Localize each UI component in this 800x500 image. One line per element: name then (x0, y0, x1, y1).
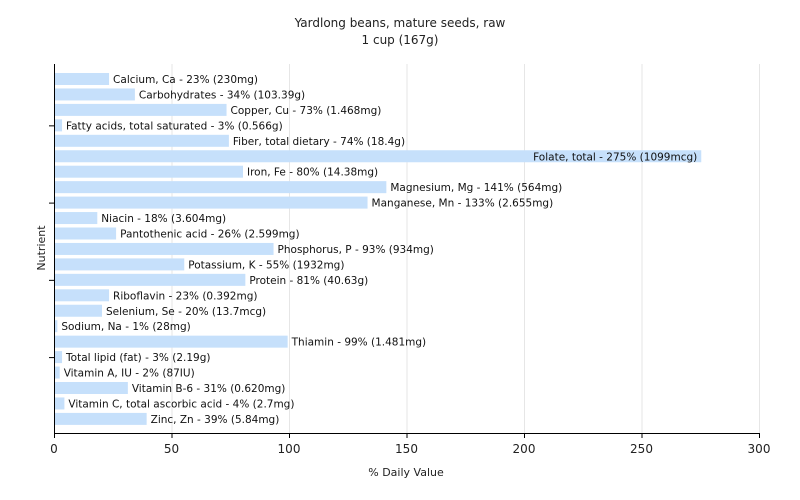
bar-label: Thiamin - 99% (1.481mg) (291, 337, 427, 349)
bar (55, 134, 229, 147)
chart-title: Yardlong beans, mature seeds, raw (294, 16, 506, 30)
bar-label: Total lipid (fat) - 3% (2.19g) (65, 352, 210, 364)
bars (55, 73, 702, 425)
bar (55, 119, 63, 132)
bar-label: Sodium, Na - 1% (28mg) (61, 321, 190, 333)
x-tick-label: 250 (630, 442, 653, 456)
bar-label: Vitamin B-6 - 31% (0.620mg) (132, 383, 286, 395)
x-tick-label: 200 (513, 442, 536, 456)
bar (55, 181, 387, 194)
bar-label: Folate, total - 275% (1099mcg) (533, 151, 697, 163)
bar-labels: Calcium, Ca - 23% (230mg) Carbohydrates -… (61, 74, 697, 426)
bar-label: Protein - 81% (40.63g) (249, 275, 368, 287)
bar (55, 150, 702, 163)
bar (55, 382, 128, 394)
bar-label: Niacin - 18% (3.604mg) (101, 213, 226, 225)
bar-label: Copper, Cu - 73% (1.468mg) (231, 105, 382, 117)
bar (55, 273, 246, 286)
y-axis-title: Nutrient (35, 225, 48, 271)
bar-label: Calcium, Ca - 23% (230mg) (113, 74, 258, 86)
bar (55, 73, 110, 85)
x-tick-label: 150 (395, 442, 418, 456)
bar-label: Fatty acids, total saturated - 3% (0.566… (66, 120, 283, 132)
bar (55, 212, 98, 225)
bar (55, 304, 102, 317)
bar-label: Iron, Fe - 80% (14.38mg) (247, 167, 378, 179)
bar-label: Phosphorus, P - 93% (934mg) (278, 244, 434, 256)
bar (55, 227, 117, 240)
bar-label: Vitamin C, total ascorbic acid - 4% (2.7… (68, 398, 294, 410)
x-tick-label: 50 (164, 442, 179, 456)
bar (55, 103, 227, 116)
x-tick-label: 0 (50, 442, 58, 456)
bar-label: Vitamin A, IU - 2% (87IU) (64, 368, 195, 380)
bar-label: Potassium, K - 55% (1932mg) (188, 259, 344, 271)
bar (55, 196, 368, 209)
bar (55, 366, 60, 379)
bar (55, 242, 274, 255)
bar-label: Manganese, Mn - 133% (2.655mg) (372, 198, 554, 210)
bar-label: Pantothenic acid - 26% (2.599mg) (120, 229, 299, 241)
bar-label: Magnesium, Mg - 141% (564mg) (390, 182, 562, 194)
bar-label: Fiber, total dietary - 74% (18.4g) (233, 136, 405, 148)
bar-label: Selenium, Se - 20% (13.7mcg) (106, 306, 266, 318)
bar-label: Zinc, Zn - 39% (5.84mg) (151, 414, 280, 426)
bar (55, 165, 243, 178)
bar (55, 351, 63, 364)
bar (55, 320, 58, 333)
bar (55, 258, 185, 271)
bar-label: Riboflavin - 23% (0.392mg) (113, 290, 257, 302)
bar (55, 397, 65, 410)
bar-label: Carbohydrates - 34% (103.39g) (139, 89, 305, 101)
chart-subtitle: 1 cup (167g) (362, 33, 439, 47)
bar (55, 289, 110, 302)
x-tick-label: 300 (748, 442, 771, 456)
bar (55, 335, 288, 348)
bar (55, 412, 147, 425)
x-axis-title: % Daily Value (368, 466, 444, 479)
x-tick-label: 100 (278, 442, 301, 456)
axes: 0 50 100 150 200 250 300 (49, 64, 770, 456)
grid-lines (171, 64, 760, 433)
bar (55, 88, 135, 101)
